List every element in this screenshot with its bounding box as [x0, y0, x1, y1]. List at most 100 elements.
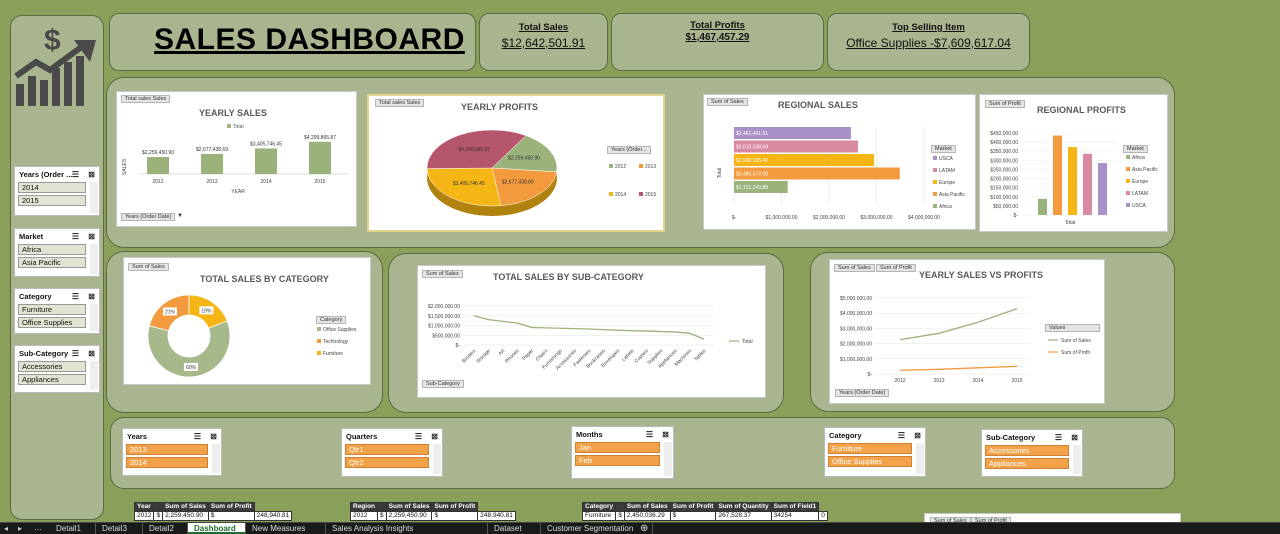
- slicer-item[interactable]: Africa: [18, 244, 86, 255]
- data-label: $2,950,185.46: [736, 158, 768, 164]
- slicer-item[interactable]: Jan: [575, 442, 660, 453]
- clear-filter-icon[interactable]: ⊠: [662, 430, 669, 439]
- pivot-cell: 248,940.81: [477, 511, 516, 521]
- scrollbar[interactable]: [90, 361, 98, 390]
- slicer-item[interactable]: Asia Pacific: [18, 257, 86, 268]
- filter-button[interactable]: Market: [931, 145, 956, 153]
- clear-filter-icon[interactable]: ⊠: [88, 170, 95, 179]
- multi-select-icon[interactable]: ☰: [71, 292, 79, 301]
- pivot-header[interactable]: Sum of Profit: [669, 502, 717, 512]
- scrollbar[interactable]: [90, 304, 98, 331]
- legend-label: 2014: [615, 192, 626, 198]
- nav-left-icon[interactable]: ◂: [4, 524, 9, 533]
- slicer-item[interactable]: Appliances: [985, 458, 1069, 469]
- filter-button[interactable]: Sum of Sales: [834, 264, 875, 272]
- clear-filter-icon[interactable]: ⊠: [431, 432, 438, 441]
- slicer-item[interactable]: Office Supplies: [828, 456, 912, 467]
- pivot-cell: $: [669, 511, 717, 521]
- scrollbar[interactable]: [90, 182, 98, 213]
- clear-filter-icon[interactable]: ⊠: [1071, 433, 1078, 442]
- slicer-item[interactable]: Office Supplies: [18, 317, 86, 328]
- pivot-header[interactable]: [377, 502, 387, 512]
- filter-button[interactable]: Sum of Sales: [422, 270, 463, 278]
- pie-slice: [491, 167, 557, 206]
- slicer-item[interactable]: Appliances: [18, 374, 86, 385]
- slicer-item[interactable]: Accessories: [18, 361, 86, 372]
- filter-button[interactable]: Sum of Sales: [128, 263, 169, 271]
- slicer-item[interactable]: Furniture: [18, 304, 86, 315]
- slicer-item[interactable]: 2013: [126, 444, 208, 455]
- slicer-title: Months ☰ ⊠: [572, 427, 673, 441]
- pivot-header[interactable]: Region: [349, 502, 379, 512]
- add-sheet-icon[interactable]: ⊕: [640, 523, 649, 534]
- legend-label: Sum of Profit: [1061, 350, 1091, 356]
- multi-select-icon[interactable]: ☰: [71, 349, 79, 358]
- multi-select-icon[interactable]: ☰: [71, 232, 79, 241]
- filter-button[interactable]: Category: [316, 316, 347, 324]
- filter-button[interactable]: Years (Order Date): [835, 389, 890, 397]
- tab-new-measures[interactable]: New Measures: [246, 523, 326, 534]
- slicer-item[interactable]: 2014: [18, 182, 86, 193]
- filter-button[interactable]: Values: [1045, 324, 1100, 332]
- scrollbar[interactable]: [916, 443, 924, 474]
- slicer-item[interactable]: Qtr1: [345, 444, 429, 455]
- slicer-item[interactable]: Furniture: [828, 443, 912, 454]
- pivot-header[interactable]: Sum of Profit: [431, 502, 479, 512]
- slicer-item[interactable]: 2015: [18, 195, 86, 206]
- multi-select-icon[interactable]: ☰: [71, 170, 79, 179]
- slicer-item[interactable]: Feb: [575, 455, 660, 466]
- nav-right-icon[interactable]: ▸: [18, 524, 23, 533]
- filter-button[interactable]: Total sales Sales: [121, 95, 171, 103]
- kpi-value: $12,642,501.91: [501, 36, 586, 50]
- clear-filter-icon[interactable]: ⊠: [88, 349, 95, 358]
- multi-select-icon[interactable]: ☰: [414, 432, 422, 441]
- pivot-header[interactable]: Sum of Sales: [385, 502, 433, 512]
- filter-button[interactable]: Years (Order...: [607, 146, 651, 154]
- bar: [734, 140, 858, 153]
- scrollbar[interactable]: [433, 444, 441, 474]
- slicer-item[interactable]: Accessories: [985, 445, 1069, 456]
- clear-filter-icon[interactable]: ⊠: [88, 232, 95, 241]
- filter-button[interactable]: Total sales Sales: [375, 99, 425, 107]
- legend-swatch: [227, 124, 231, 128]
- filter-button[interactable]: Sum of Sales: [707, 98, 748, 106]
- tab-detail3[interactable]: Detail3: [96, 523, 143, 534]
- clear-filter-icon[interactable]: ⊠: [88, 292, 95, 301]
- tab-detail2[interactable]: Detail2: [143, 523, 188, 534]
- multi-select-icon[interactable]: ☰: [897, 431, 905, 440]
- pivot-header[interactable]: [153, 502, 164, 512]
- clear-filter-icon[interactable]: ⊠: [914, 431, 921, 440]
- scrollbar[interactable]: [1073, 445, 1081, 474]
- tab-dashboard[interactable]: Dashboard: [188, 523, 246, 534]
- tab-dataset[interactable]: Dataset: [488, 523, 541, 534]
- pivot-header[interactable]: Year: [133, 502, 155, 512]
- scrollbar[interactable]: [664, 442, 672, 476]
- clear-filter-icon[interactable]: ⊠: [210, 432, 217, 441]
- slicer-item[interactable]: 2014: [126, 457, 208, 468]
- tab-sales-analysis-insights[interactable]: Sales Analysis Insights: [326, 523, 488, 534]
- filter-button[interactable]: Market: [1123, 145, 1148, 153]
- slicer: Years (Order ... ☰ ⊠ 2014 2015: [14, 166, 100, 216]
- slicer-item[interactable]: Qtr2: [345, 457, 429, 468]
- pivot-header[interactable]: Sum of Profit: [207, 502, 255, 512]
- tab-customer-segmentation[interactable]: Customer Segmentation: [541, 523, 653, 534]
- filter-button[interactable]: Sum of Profit: [876, 264, 916, 272]
- filter-button[interactable]: Sum of Profit: [985, 100, 1025, 108]
- multi-select-icon[interactable]: ☰: [645, 430, 653, 439]
- multi-select-icon[interactable]: ☰: [1054, 433, 1062, 442]
- pivot-header[interactable]: Category: [581, 502, 617, 512]
- filter-button[interactable]: Sub-Category: [422, 380, 464, 388]
- scrollbar[interactable]: [212, 444, 220, 473]
- dropdown-icon[interactable]: ▼: [177, 213, 183, 219]
- more-tabs-icon[interactable]: …: [34, 523, 42, 532]
- scrollbar[interactable]: [90, 244, 98, 274]
- pivot-header[interactable]: Sum of Sales: [623, 502, 671, 512]
- tab-detail1[interactable]: Detail1: [50, 523, 96, 534]
- chart-title: REGIONAL SALES: [778, 100, 858, 110]
- pivot-header[interactable]: Sum of Field1: [770, 502, 820, 512]
- pivot-header[interactable]: Sum of Sales: [162, 502, 209, 512]
- pivot-header[interactable]: Sum of Quantity: [715, 502, 772, 512]
- filter-button[interactable]: Years (Order Date): [121, 213, 176, 221]
- pivot-header[interactable]: [615, 502, 625, 512]
- multi-select-icon[interactable]: ☰: [193, 432, 201, 441]
